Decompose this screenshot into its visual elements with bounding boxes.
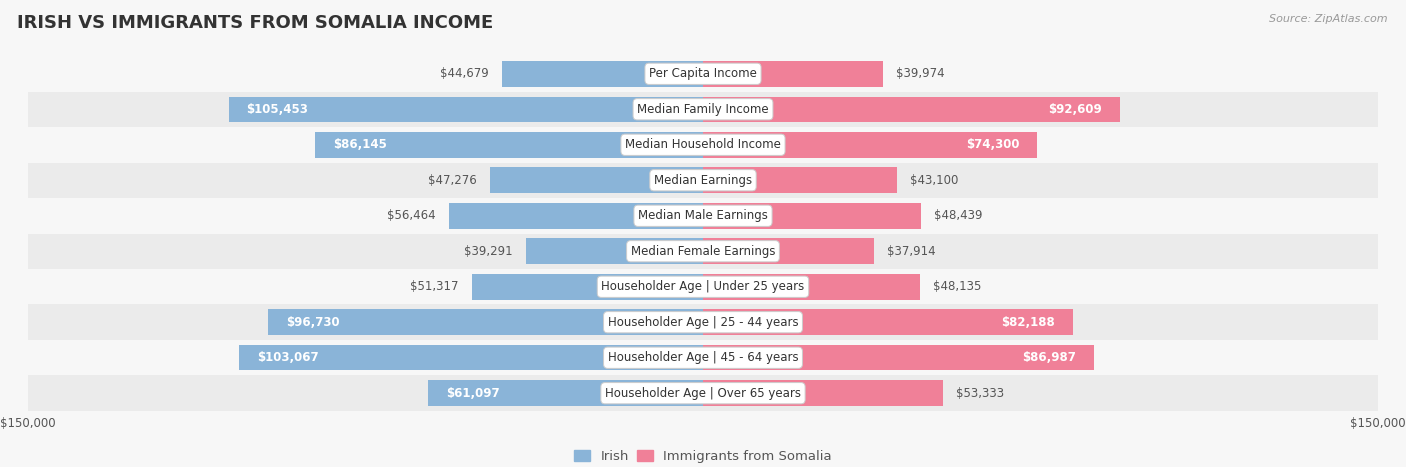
Bar	[502, 61, 703, 86]
Bar	[28, 375, 1378, 411]
Text: $51,317: $51,317	[411, 280, 458, 293]
Bar	[28, 304, 1378, 340]
Bar	[28, 269, 1378, 304]
Text: $61,097: $61,097	[446, 387, 499, 400]
Text: Median Male Earnings: Median Male Earnings	[638, 209, 768, 222]
Bar	[449, 203, 703, 228]
Text: $92,609: $92,609	[1047, 103, 1102, 116]
Bar	[703, 61, 883, 86]
Bar	[28, 234, 1378, 269]
Bar	[703, 274, 920, 299]
Text: Householder Age | 45 - 64 years: Householder Age | 45 - 64 years	[607, 351, 799, 364]
Bar	[315, 132, 703, 157]
Text: $56,464: $56,464	[387, 209, 436, 222]
Text: $53,333: $53,333	[956, 387, 1004, 400]
Text: Median Household Income: Median Household Income	[626, 138, 780, 151]
Text: $37,914: $37,914	[887, 245, 936, 258]
Text: $86,145: $86,145	[333, 138, 387, 151]
Text: $44,679: $44,679	[440, 67, 488, 80]
Bar	[28, 92, 1378, 127]
Bar	[703, 168, 897, 193]
Text: $47,276: $47,276	[427, 174, 477, 187]
Bar	[427, 381, 703, 406]
Text: $103,067: $103,067	[257, 351, 319, 364]
Bar	[239, 345, 703, 370]
Legend: Irish, Immigrants from Somalia: Irish, Immigrants from Somalia	[569, 445, 837, 467]
Text: Householder Age | Over 65 years: Householder Age | Over 65 years	[605, 387, 801, 400]
Bar	[703, 132, 1038, 157]
Bar	[28, 127, 1378, 163]
Text: $43,100: $43,100	[911, 174, 959, 187]
Bar	[28, 56, 1378, 92]
Bar	[526, 239, 703, 264]
Bar	[703, 239, 873, 264]
Text: $82,188: $82,188	[1001, 316, 1054, 329]
Bar	[28, 198, 1378, 234]
Bar	[491, 168, 703, 193]
Text: Householder Age | Under 25 years: Householder Age | Under 25 years	[602, 280, 804, 293]
Text: Source: ZipAtlas.com: Source: ZipAtlas.com	[1270, 14, 1388, 24]
Text: $105,453: $105,453	[246, 103, 308, 116]
Text: $48,135: $48,135	[934, 280, 981, 293]
Bar	[703, 97, 1119, 122]
Text: Median Female Earnings: Median Female Earnings	[631, 245, 775, 258]
Text: $74,300: $74,300	[966, 138, 1019, 151]
Bar	[703, 345, 1094, 370]
Bar	[229, 97, 703, 122]
Text: Median Earnings: Median Earnings	[654, 174, 752, 187]
Bar	[472, 274, 703, 299]
Bar	[703, 310, 1073, 335]
Text: $39,291: $39,291	[464, 245, 513, 258]
Text: Householder Age | 25 - 44 years: Householder Age | 25 - 44 years	[607, 316, 799, 329]
Text: $86,987: $86,987	[1022, 351, 1077, 364]
Bar	[28, 340, 1378, 375]
Text: $48,439: $48,439	[935, 209, 983, 222]
Bar	[28, 163, 1378, 198]
Bar	[267, 310, 703, 335]
Text: Median Family Income: Median Family Income	[637, 103, 769, 116]
Text: $39,974: $39,974	[897, 67, 945, 80]
Text: $96,730: $96,730	[285, 316, 339, 329]
Text: Per Capita Income: Per Capita Income	[650, 67, 756, 80]
Bar	[703, 203, 921, 228]
Bar	[703, 381, 943, 406]
Text: IRISH VS IMMIGRANTS FROM SOMALIA INCOME: IRISH VS IMMIGRANTS FROM SOMALIA INCOME	[17, 14, 494, 32]
